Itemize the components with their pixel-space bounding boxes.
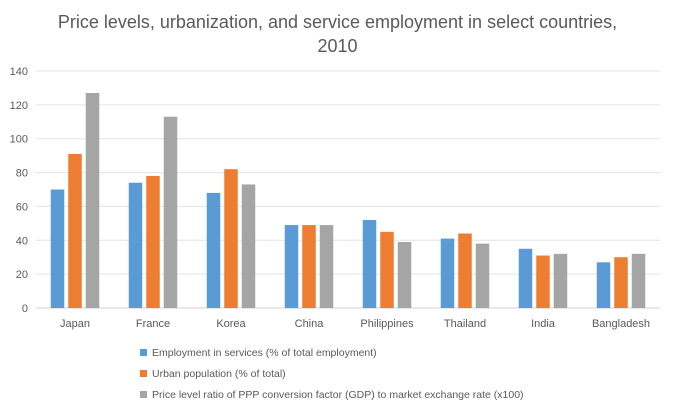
y-tick-label: 100 [10, 134, 28, 146]
bar-price-level-japan [85, 93, 100, 308]
x-tick-label: Korea [216, 318, 246, 330]
y-tick-label: 140 [10, 66, 28, 78]
legend-item-urban: Urban population (% of total) [140, 363, 524, 384]
y-tick-label: 60 [16, 201, 28, 213]
chart-title-line2: 2010 [317, 36, 358, 56]
chart-title: Price levels, urbanization, and service … [0, 10, 675, 58]
bar-price-level-china [319, 225, 334, 308]
bar-price-level-india [553, 253, 568, 308]
bar-employment-philippines [362, 219, 377, 308]
y-tick-label: 20 [16, 269, 28, 281]
bar-urban-korea [224, 169, 238, 308]
bar-employment-china [284, 225, 299, 308]
x-tick-label: India [531, 318, 556, 330]
bar-employment-korea [206, 192, 221, 308]
legend-item-price-level: Price level ratio of PPP conversion fact… [140, 384, 524, 405]
bar-employment-bangladesh [596, 262, 611, 308]
bar-urban-japan [68, 153, 82, 308]
chart-title-line1: Price levels, urbanization, and service … [57, 12, 618, 32]
legend-label-urban: Urban population (% of total) [152, 367, 286, 380]
bar-urban-thailand [458, 233, 472, 308]
legend-swatch-urban [140, 370, 147, 377]
bar-employment-thailand [440, 238, 455, 308]
bar-price-level-philippines [397, 241, 412, 308]
legend: Employment in services (% of total emplo… [140, 342, 524, 405]
bar-employment-japan [50, 189, 65, 308]
bar-price-level-bangladesh [631, 253, 646, 308]
x-tick-label: Bangladesh [592, 318, 650, 330]
bar-urban-philippines [380, 231, 394, 308]
y-tick-label: 80 [16, 168, 28, 180]
y-tick-label: 0 [22, 303, 28, 315]
x-tick-label: Japan [60, 318, 90, 330]
x-tick-label: Philippines [360, 318, 414, 330]
bar-employment-france [128, 182, 143, 308]
legend-item-employment: Employment in services (% of total emplo… [140, 342, 524, 363]
legend-swatch-price-level [140, 391, 147, 398]
y-tick-label: 40 [16, 235, 28, 247]
bar-urban-france [146, 175, 160, 308]
bar-urban-india [536, 255, 550, 308]
legend-label-employment: Employment in services (% of total emplo… [152, 346, 377, 359]
legend-label-price-level: Price level ratio of PPP conversion fact… [152, 388, 524, 401]
bar-urban-china [302, 225, 316, 308]
bar-employment-india [518, 248, 533, 308]
bar-price-level-korea [241, 184, 256, 308]
y-tick-label: 120 [10, 100, 28, 112]
legend-swatch-employment [140, 349, 147, 356]
x-tick-label: China [295, 318, 325, 330]
bar-price-level-france [163, 116, 178, 308]
bar-price-level-thailand [475, 243, 490, 308]
x-tick-label: Thailand [444, 318, 486, 330]
bar-urban-bangladesh [614, 257, 628, 308]
x-tick-label: France [136, 318, 170, 330]
